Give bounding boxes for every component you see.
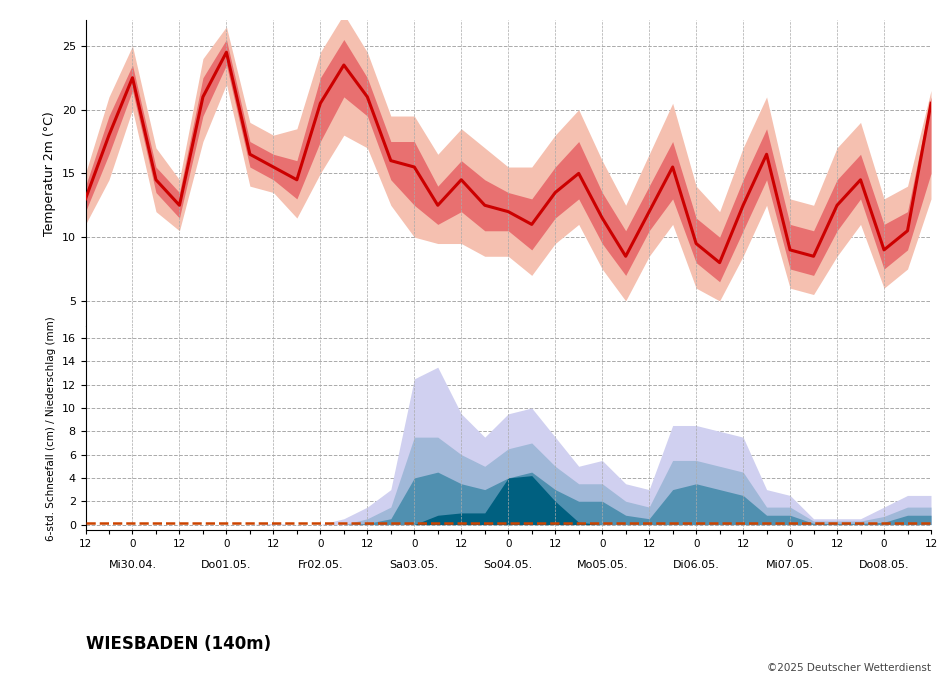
- Y-axis label: 6-std. Schneefall (cm) / Niederschlag (mm): 6-std. Schneefall (cm) / Niederschlag (m…: [47, 316, 56, 541]
- Text: Do01.05.: Do01.05.: [201, 560, 252, 570]
- Text: Fr02.05.: Fr02.05.: [297, 560, 343, 570]
- Text: Do08.05.: Do08.05.: [859, 560, 909, 570]
- Text: WIESBADEN (140m): WIESBADEN (140m): [86, 635, 271, 653]
- Y-axis label: Temperatur 2m (°C): Temperatur 2m (°C): [43, 111, 56, 236]
- Text: Mi30.04.: Mi30.04.: [108, 560, 157, 570]
- Text: ©2025 Deutscher Wetterdienst: ©2025 Deutscher Wetterdienst: [767, 663, 931, 673]
- Text: Mo05.05.: Mo05.05.: [577, 560, 628, 570]
- Text: Mi07.05.: Mi07.05.: [766, 560, 814, 570]
- Text: Di06.05.: Di06.05.: [673, 560, 719, 570]
- Text: So04.05.: So04.05.: [484, 560, 533, 570]
- Text: Sa03.05.: Sa03.05.: [390, 560, 439, 570]
